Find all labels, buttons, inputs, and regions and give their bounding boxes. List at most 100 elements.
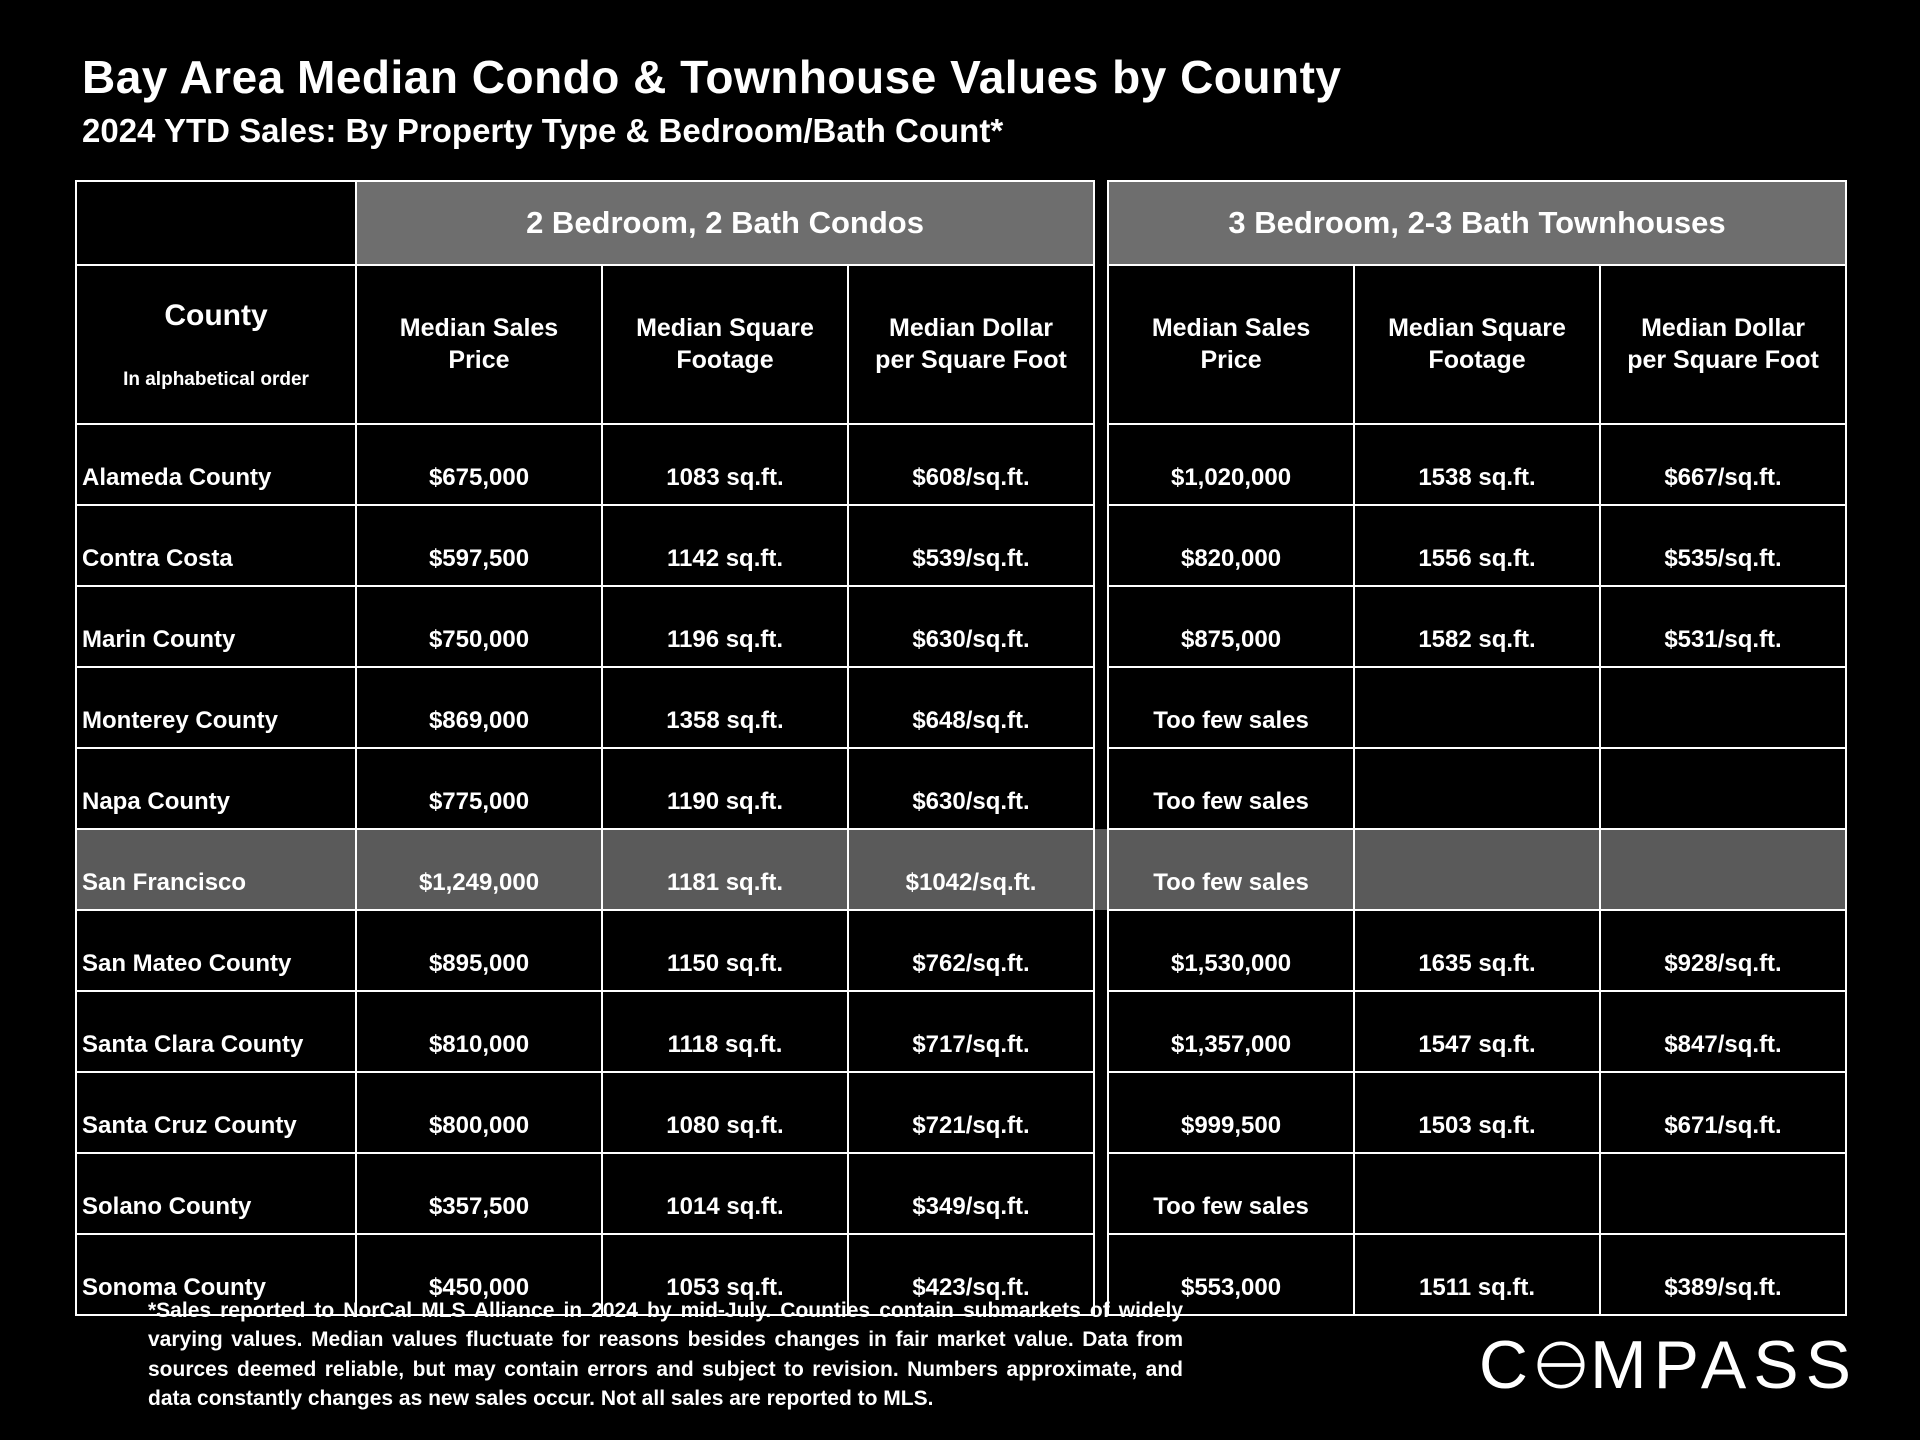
value-cell — [1599, 666, 1848, 749]
value-cell: 1358 sq.ft. — [601, 666, 849, 749]
group-divider — [1093, 181, 1110, 265]
compass-logo: C MPASS — [1479, 1326, 1858, 1404]
value-cell: $608/sq.ft. — [846, 423, 1096, 506]
table-row: Marin County $750,000 1196 sq.ft. $630/sq.f… — [75, 585, 1848, 668]
group-divider — [1093, 505, 1110, 586]
table-row: San Mateo County $895,000 1150 sq.ft. $762/… — [75, 909, 1848, 992]
group-divider — [1093, 424, 1110, 505]
county-name: San Francisco — [75, 828, 357, 911]
group-header-row: 2 Bedroom, 2 Bath Condos 3 Bedroom, 2-3 … — [75, 180, 1848, 266]
county-name: Sonoma County — [75, 1233, 357, 1316]
value-cell: $667/sq.ft. — [1599, 423, 1848, 506]
value-cell: 1582 sq.ft. — [1353, 585, 1602, 668]
table-row: Santa Clara County $810,000 1118 sq.ft. $71… — [75, 990, 1848, 1073]
value-cell: $717/sq.ft. — [846, 990, 1096, 1073]
value-cell: $847/sq.ft. — [1599, 990, 1848, 1073]
value-cell: 1142 sq.ft. — [601, 504, 849, 587]
value-cell: $539/sq.ft. — [846, 504, 1096, 587]
county-column-header: County In alphabetical order — [75, 264, 357, 425]
page-subtitle: 2024 YTD Sales: By Property Type & Bedro… — [82, 112, 1004, 149]
corner-cell — [75, 180, 357, 266]
value-cell: 1538 sq.ft. — [1353, 423, 1602, 506]
county-name: Napa County — [75, 747, 357, 830]
value-cell: $1042/sq.ft. — [846, 828, 1096, 911]
table-row: Sonoma County $450,000 1053 sq.ft. $423/sq.… — [75, 1233, 1848, 1316]
value-cell: 1150 sq.ft. — [601, 909, 849, 992]
value-cell: 1181 sq.ft. — [601, 828, 849, 911]
group-divider — [1093, 1234, 1110, 1315]
value-cell: $810,000 — [355, 990, 603, 1073]
county-name: Contra Costa — [75, 504, 357, 587]
value-cell: $800,000 — [355, 1071, 603, 1154]
value-cell: $999,500 — [1107, 1071, 1356, 1154]
group-divider — [1093, 748, 1110, 829]
value-cell — [1353, 828, 1602, 911]
table-row: Contra Costa $597,500 1142 sq.ft. $539/sq.f… — [75, 504, 1848, 587]
value-cell: 1556 sq.ft. — [1353, 504, 1602, 587]
value-cell: 1190 sq.ft. — [601, 747, 849, 830]
compass-o-icon — [1537, 1341, 1585, 1389]
group-divider — [1093, 667, 1110, 748]
value-cell — [1353, 1152, 1602, 1235]
table-body: Alameda County $675,000 1083 sq.ft. $608/sq… — [75, 423, 1848, 1316]
page-title: Bay Area Median Condo & Townhouse Values… — [82, 51, 1342, 103]
value-cell: $1,249,000 — [355, 828, 603, 911]
logo-letters-mpass: MPASS — [1589, 1327, 1858, 1403]
value-cell: $349/sq.ft. — [846, 1152, 1096, 1235]
group-divider — [1093, 829, 1110, 910]
group-divider — [1093, 991, 1110, 1072]
value-cell: 1083 sq.ft. — [601, 423, 849, 506]
value-cell: Too few sales — [1107, 1152, 1356, 1235]
value-cell — [1353, 747, 1602, 830]
table-row: Monterey County $869,000 1358 sq.ft. $648/s… — [75, 666, 1848, 749]
county-name: Santa Cruz County — [75, 1071, 357, 1154]
col-header-condo-ppsf: Median Dollar per Square Foot — [846, 264, 1096, 425]
value-cell: 1511 sq.ft. — [1353, 1233, 1602, 1316]
value-cell: 1547 sq.ft. — [1353, 990, 1602, 1073]
logo-letter-c: C — [1478, 1327, 1535, 1403]
column-header-row: County In alphabetical order Median Sale… — [75, 264, 1848, 425]
col-header-townhouse-ppsf: Median Dollar per Square Foot — [1599, 264, 1848, 425]
value-cell: Too few sales — [1107, 828, 1356, 911]
county-name: Marin County — [75, 585, 357, 668]
value-cell — [1599, 747, 1848, 830]
col-header-townhouse-price: Median Sales Price — [1107, 264, 1356, 425]
value-cell: 1196 sq.ft. — [601, 585, 849, 668]
value-cell: $721/sq.ft. — [846, 1071, 1096, 1154]
value-cell: $762/sq.ft. — [846, 909, 1096, 992]
value-cell: $675,000 — [355, 423, 603, 506]
value-cell: $630/sq.ft. — [846, 747, 1096, 830]
value-cell: 1635 sq.ft. — [1353, 909, 1602, 992]
table-row: Santa Cruz County $800,000 1080 sq.ft. $721… — [75, 1071, 1848, 1154]
value-cell: $357,500 — [355, 1152, 603, 1235]
value-cell: $423/sq.ft. — [846, 1233, 1096, 1316]
value-cell — [1353, 666, 1602, 749]
group-divider — [1093, 910, 1110, 991]
value-cell: $553,000 — [1107, 1233, 1356, 1316]
value-cell: $450,000 — [355, 1233, 603, 1316]
value-cell: $928/sq.ft. — [1599, 909, 1848, 992]
group-divider — [1093, 1072, 1110, 1153]
table-row: Napa County $775,000 1190 sq.ft. $630/sq.ft… — [75, 747, 1848, 830]
county-name: Santa Clara County — [75, 990, 357, 1073]
value-cell: 1014 sq.ft. — [601, 1152, 849, 1235]
value-cell: $895,000 — [355, 909, 603, 992]
county-header-subtitle: In alphabetical order — [123, 369, 309, 390]
value-cell: 1503 sq.ft. — [1353, 1071, 1602, 1154]
values-table: 2 Bedroom, 2 Bath Condos 3 Bedroom, 2-3 … — [75, 180, 1848, 1316]
value-cell: $869,000 — [355, 666, 603, 749]
value-cell: $671/sq.ft. — [1599, 1071, 1848, 1154]
value-cell: $750,000 — [355, 585, 603, 668]
value-cell: 1080 sq.ft. — [601, 1071, 849, 1154]
value-cell: $1,020,000 — [1107, 423, 1356, 506]
county-name: San Mateo County — [75, 909, 357, 992]
value-cell: $531/sq.ft. — [1599, 585, 1848, 668]
value-cell: $630/sq.ft. — [846, 585, 1096, 668]
county-name: Alameda County — [75, 423, 357, 506]
value-cell: $875,000 — [1107, 585, 1356, 668]
col-header-townhouse-sqft: Median Square Footage — [1353, 264, 1602, 425]
value-cell — [1599, 1152, 1848, 1235]
value-cell: $820,000 — [1107, 504, 1356, 587]
value-cell: $535/sq.ft. — [1599, 504, 1848, 587]
